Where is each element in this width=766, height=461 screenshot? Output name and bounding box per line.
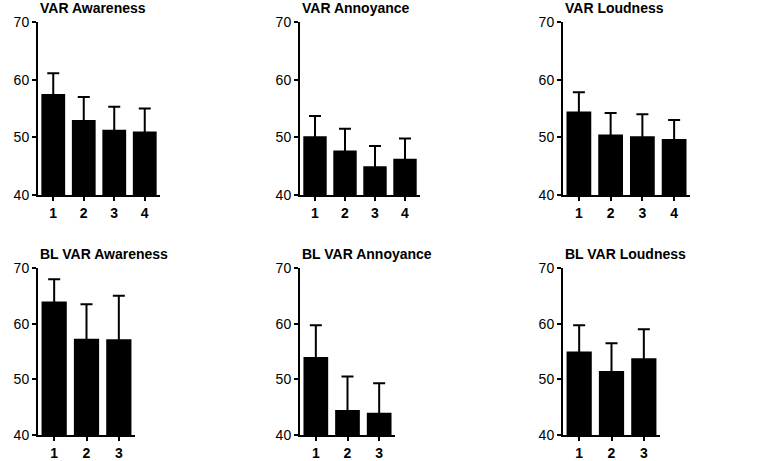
svg-text:50: 50 [539, 371, 555, 387]
svg-text:1: 1 [50, 445, 58, 461]
svg-text:70: 70 [276, 260, 292, 276]
svg-text:BL VAR Annoyance: BL VAR Annoyance [302, 246, 432, 262]
svg-text:40: 40 [276, 427, 292, 443]
svg-text:1: 1 [49, 205, 57, 221]
svg-text:60: 60 [539, 316, 555, 332]
svg-text:60: 60 [276, 72, 292, 88]
svg-text:70: 70 [539, 260, 555, 276]
svg-text:40: 40 [539, 187, 555, 203]
svg-text:4: 4 [141, 205, 149, 221]
svg-text:BL VAR Loudness: BL VAR Loudness [565, 246, 686, 262]
svg-text:1: 1 [575, 205, 583, 221]
svg-text:60: 60 [14, 72, 30, 88]
svg-text:3: 3 [371, 205, 379, 221]
svg-text:3: 3 [640, 445, 648, 461]
svg-text:4: 4 [401, 205, 409, 221]
svg-text:2: 2 [80, 205, 88, 221]
svg-text:70: 70 [276, 14, 292, 30]
svg-text:70: 70 [539, 14, 555, 30]
svg-text:1: 1 [312, 445, 320, 461]
svg-text:VAR Loudness: VAR Loudness [565, 0, 664, 16]
svg-text:2: 2 [341, 205, 349, 221]
svg-text:2: 2 [344, 445, 352, 461]
svg-text:50: 50 [276, 371, 292, 387]
svg-text:BL VAR Awareness: BL VAR Awareness [40, 246, 168, 262]
svg-text:3: 3 [375, 445, 383, 461]
svg-text:60: 60 [539, 72, 555, 88]
svg-text:50: 50 [14, 129, 30, 145]
svg-text:VAR Awareness: VAR Awareness [40, 0, 146, 16]
svg-text:4: 4 [670, 205, 678, 221]
svg-text:1: 1 [311, 205, 319, 221]
svg-text:70: 70 [14, 260, 30, 276]
svg-text:3: 3 [638, 205, 646, 221]
svg-text:2: 2 [607, 205, 615, 221]
svg-text:70: 70 [14, 14, 30, 30]
svg-text:50: 50 [276, 129, 292, 145]
svg-text:40: 40 [14, 187, 30, 203]
svg-text:40: 40 [276, 187, 292, 203]
svg-text:1: 1 [575, 445, 583, 461]
svg-text:60: 60 [14, 316, 30, 332]
svg-text:3: 3 [110, 205, 118, 221]
svg-text:2: 2 [608, 445, 616, 461]
svg-text:2: 2 [83, 445, 91, 461]
svg-text:50: 50 [539, 129, 555, 145]
svg-text:40: 40 [539, 427, 555, 443]
svg-text:3: 3 [115, 445, 123, 461]
svg-text:60: 60 [276, 316, 292, 332]
svg-text:50: 50 [14, 371, 30, 387]
svg-text:40: 40 [14, 427, 30, 443]
svg-text:VAR Annoyance: VAR Annoyance [302, 0, 410, 16]
